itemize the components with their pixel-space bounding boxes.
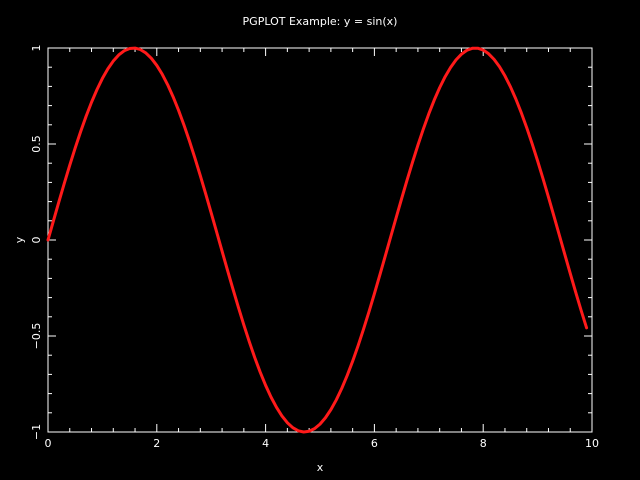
y-tick-label: −0.5 [30,323,43,350]
chart-title: PGPLOT Example: y = sin(x) [243,15,398,28]
y-tick-label: 0 [30,237,43,244]
y-tick-label: −1 [30,424,43,440]
x-tick-label: 0 [45,437,52,450]
x-tick-label: 4 [262,437,269,450]
sine-series-line [46,46,589,434]
y-tick-label: 1 [30,45,43,52]
x-tick-label: 2 [153,437,160,450]
y-axis-label: y [13,236,26,243]
y-tick-label: 0.5 [30,135,43,153]
data-series [46,46,589,434]
x-tick-label: 8 [480,437,487,450]
x-tick-label: 6 [371,437,378,450]
axis-ticks [47,47,593,433]
x-axis-label: x [317,461,324,474]
axis-tick-labels: 0 2 4 6 8 10 −1 −0.5 0 0.5 1 [30,45,599,451]
x-tick-label: 10 [585,437,599,450]
